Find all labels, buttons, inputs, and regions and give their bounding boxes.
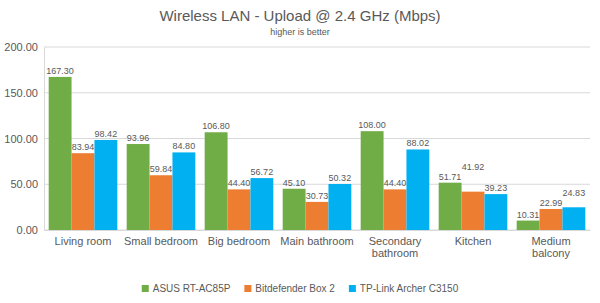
series-bars bbox=[94, 140, 585, 230]
data-label: 45.10 bbox=[283, 178, 306, 188]
bar bbox=[49, 77, 72, 230]
legend-swatch bbox=[244, 285, 251, 292]
bar bbox=[250, 178, 273, 230]
bar bbox=[406, 149, 429, 230]
x-tick: Kitchen bbox=[455, 235, 492, 247]
y-tick-label: 150.00 bbox=[4, 87, 38, 99]
bar bbox=[127, 144, 150, 230]
subtitle: higher is better bbox=[270, 27, 330, 37]
x-tick-label: Living room bbox=[55, 235, 112, 247]
y-tick: 100.00 bbox=[4, 133, 44, 145]
y-tick: 200.00 bbox=[4, 41, 44, 53]
data-label: 24.83 bbox=[563, 188, 586, 198]
data-label: 22.99 bbox=[540, 198, 563, 208]
x-tick-label-line: Secondary bbox=[369, 235, 422, 247]
bars bbox=[49, 77, 586, 230]
data-label: 167.30 bbox=[46, 66, 74, 76]
grid bbox=[44, 47, 590, 230]
data-label: 106.80 bbox=[202, 121, 230, 131]
x-tick: Small bedroom bbox=[124, 235, 198, 247]
legend-item: TP-Link Archer C3150 bbox=[349, 283, 459, 294]
y-tick-label: 100.00 bbox=[4, 133, 38, 145]
bar bbox=[172, 152, 195, 230]
grid-line bbox=[44, 47, 590, 48]
x-tick-label: Kitchen bbox=[455, 235, 492, 247]
y-tick: 0.00 bbox=[17, 224, 44, 236]
data-label: 39.23 bbox=[485, 183, 508, 193]
bar bbox=[562, 207, 585, 230]
x-tick: Living room bbox=[55, 235, 112, 247]
bar bbox=[283, 189, 306, 230]
x-tick-label-line: balcony bbox=[532, 247, 570, 259]
title: Wireless LAN - Upload @ 2.4 GHz (Mbps) bbox=[159, 7, 440, 24]
bar bbox=[205, 132, 228, 230]
data-label: 50.32 bbox=[329, 173, 352, 183]
data-label: 83.94 bbox=[72, 142, 95, 152]
x-tick-label: Small bedroom bbox=[124, 235, 198, 247]
legend-label: ASUS RT-AC85P bbox=[153, 283, 231, 294]
x-tick-label: Big bedroom bbox=[208, 235, 270, 247]
y-tick-label: 200.00 bbox=[4, 41, 38, 53]
x-tick-label: Main bathroom bbox=[280, 235, 353, 247]
y-tick: 50.00 bbox=[10, 178, 44, 190]
legend: ASUS RT-AC85P Bitdefender Box 2 TP-Link Ar… bbox=[142, 283, 459, 294]
series-bars bbox=[49, 77, 540, 230]
x-tick-label-line: Medium bbox=[531, 235, 570, 247]
bar bbox=[517, 221, 540, 230]
bar bbox=[306, 202, 329, 230]
bar bbox=[439, 183, 462, 230]
y-axis: 0.00 50.00 100.00 150.00 200.00 bbox=[4, 41, 44, 236]
legend-label: TP-Link Archer C3150 bbox=[360, 283, 459, 294]
data-label: 41.92 bbox=[462, 162, 485, 172]
x-axis: Living room Small bedroom Big bedroom Main … bbox=[45, 231, 591, 260]
x-tick-label-line: bathroom bbox=[372, 247, 418, 259]
data-label: 44.40 bbox=[384, 178, 407, 188]
bar bbox=[228, 189, 251, 230]
x-tick-label: Secondarybathroom bbox=[369, 235, 422, 260]
legend-label: Bitdefender Box 2 bbox=[255, 283, 335, 294]
x-tick: Main bathroom bbox=[280, 235, 353, 247]
data-label: 56.72 bbox=[251, 167, 274, 177]
legend-item: Bitdefender Box 2 bbox=[244, 283, 335, 294]
chart-svg: Wireless LAN - Upload @ 2.4 GHz (Mbps) hi… bbox=[0, 0, 600, 303]
data-label: 84.80 bbox=[173, 141, 196, 151]
legend-item: ASUS RT-AC85P bbox=[142, 283, 231, 294]
y-axis-line bbox=[44, 48, 45, 231]
bar bbox=[361, 131, 384, 230]
x-tick: Mediumbalcony bbox=[531, 235, 570, 260]
background bbox=[0, 0, 600, 303]
bar bbox=[94, 140, 117, 230]
data-labels: 167.30 83.9498.42 93.96 59.84 84.80 106.80 44.… bbox=[46, 66, 585, 220]
y-tick: 150.00 bbox=[4, 87, 44, 99]
data-label: 93.96 bbox=[127, 133, 150, 143]
y-tick-label: 50.00 bbox=[10, 178, 38, 190]
x-axis-line bbox=[45, 230, 591, 231]
series-bars bbox=[72, 153, 563, 230]
bar bbox=[462, 192, 485, 230]
grid-line bbox=[44, 184, 590, 185]
bar bbox=[540, 209, 563, 230]
bar bbox=[384, 189, 407, 230]
grid-line bbox=[44, 92, 590, 93]
bar bbox=[150, 175, 173, 230]
data-label: 10.31 bbox=[517, 210, 540, 220]
bar bbox=[72, 153, 95, 230]
legend-swatch bbox=[349, 285, 356, 292]
x-tick-label: Mediumbalcony bbox=[531, 235, 570, 260]
data-label: 44.40 bbox=[228, 178, 251, 188]
y-tick-label: 0.00 bbox=[17, 224, 38, 236]
bar bbox=[328, 184, 351, 230]
data-label: 88.02 bbox=[407, 138, 430, 148]
bar bbox=[484, 194, 507, 230]
data-label: 59.84 bbox=[150, 164, 173, 174]
data-label: 51.71 bbox=[439, 172, 462, 182]
data-label: 98.42 bbox=[95, 129, 118, 139]
data-label: 108.00 bbox=[358, 120, 386, 130]
x-tick: Big bedroom bbox=[208, 235, 270, 247]
legend-swatch bbox=[142, 285, 149, 292]
data-label: 30.73 bbox=[306, 191, 329, 201]
x-tick: Secondarybathroom bbox=[369, 235, 422, 260]
